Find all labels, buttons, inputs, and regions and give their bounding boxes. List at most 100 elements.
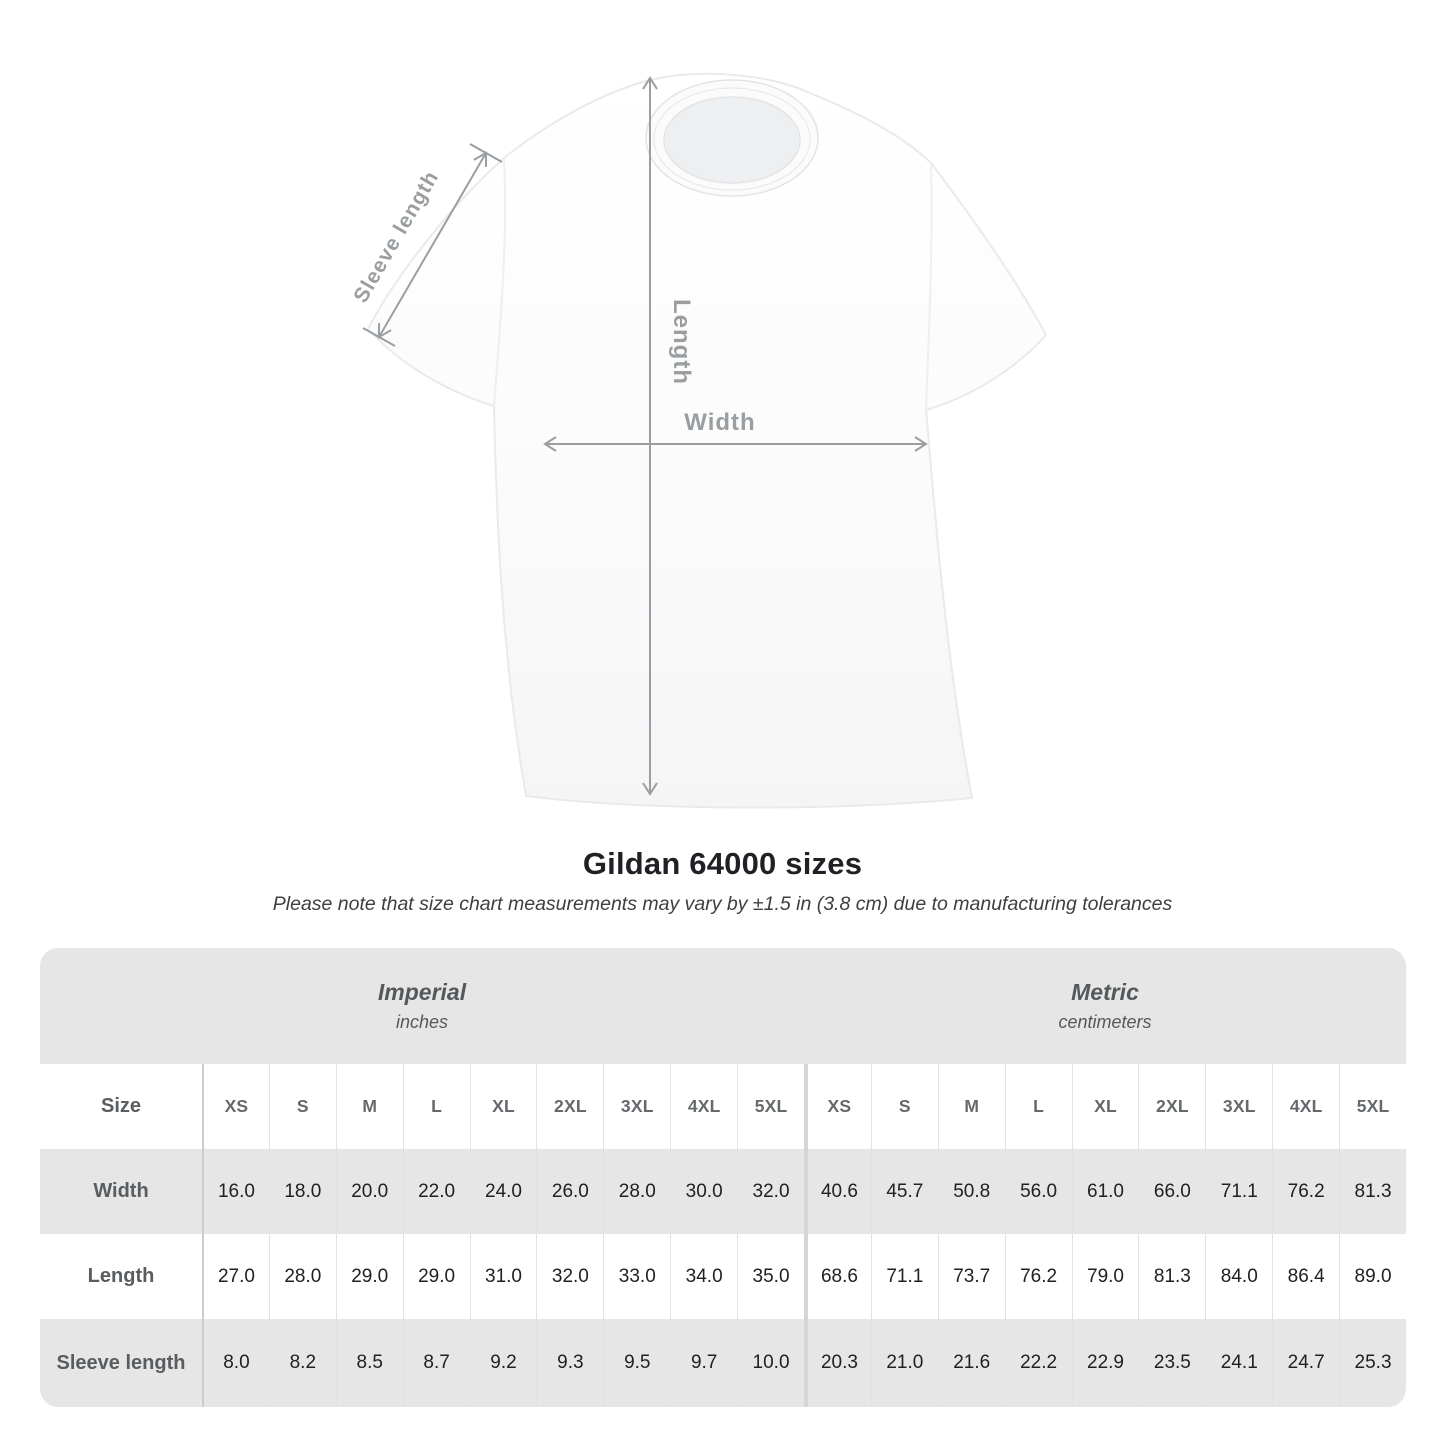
value-cell: 76.2 [1272,1149,1339,1234]
tshirt-shape [367,72,1047,809]
value-cell: 68.6 [803,1234,871,1319]
size-col-header: 2XL [1138,1064,1205,1149]
value-cell: 8.0 [202,1319,269,1407]
row-label: Sleeve length [56,1351,186,1374]
value-cell: 73.7 [937,1234,1005,1319]
value-cell: 50.8 [937,1149,1005,1234]
size-col-header: L [1004,1064,1072,1149]
value-cell: 81.3 [1138,1234,1205,1319]
size-col-header: 5XL [1339,1064,1406,1149]
value-cell: 9.2 [469,1319,537,1407]
value-cell: 22.9 [1071,1319,1139,1407]
value-cell: 76.2 [1004,1234,1072,1319]
value-cell: 29.0 [402,1234,470,1319]
length-arrow [642,76,658,796]
metric-group-header: Metric centimeters [804,948,1406,1064]
value-cell: 26.0 [536,1149,603,1234]
size-col-header: 5XL [737,1064,804,1149]
imperial-title: Imperial [377,979,467,1005]
row-label: Width [93,1180,149,1202]
value-cell: 8.7 [402,1319,470,1407]
size-col-header: XL [1071,1064,1139,1149]
size-col-header: XS [202,1064,269,1149]
value-cell: 24.0 [469,1149,537,1234]
value-cell: 56.0 [1004,1149,1072,1234]
value-cell: 20.3 [803,1319,871,1407]
row-label: Length [87,1265,155,1287]
value-cell: 20.0 [335,1149,403,1234]
value-cell: 31.0 [469,1234,537,1319]
value-cell: 9.7 [670,1319,737,1407]
value-cell: 33.0 [603,1234,670,1319]
value-cell: 71.1 [870,1234,938,1319]
value-cell: 29.0 [335,1234,403,1319]
value-cell: 84.0 [1205,1234,1272,1319]
value-cell: 66.0 [1138,1149,1205,1234]
unit-header-band: Imperial inches Metric centimeters [40,948,1406,1064]
value-cell: 34.0 [670,1234,737,1319]
tshirt-illustration: Length Width Sleeve length [349,72,1047,809]
value-cell: 28.0 [603,1149,670,1234]
value-cell: 79.0 [1071,1234,1139,1319]
value-cell: 8.5 [335,1319,403,1407]
value-cell: 81.3 [1339,1149,1406,1234]
size-col-header: M [335,1064,403,1149]
table-row-width: Width 16.0 18.0 20.0 22.0 24.0 26.0 28.0… [40,1149,1406,1234]
collar-ring [645,79,819,197]
size-col-header: XL [469,1064,537,1149]
value-cell: 32.0 [737,1149,804,1234]
collar-inner-shadow [664,97,800,183]
size-col-header: L [402,1064,470,1149]
value-cell: 25.3 [1339,1319,1406,1407]
length-label: Length [668,299,695,385]
size-col-header: M [937,1064,1005,1149]
value-cell: 28.0 [268,1234,336,1319]
value-cell: 86.4 [1272,1234,1339,1319]
size-col-header: 4XL [1272,1064,1339,1149]
value-cell: 18.0 [268,1149,336,1234]
value-cell: 27.0 [202,1234,269,1319]
size-col-header: 3XL [1205,1064,1272,1149]
size-col-header: XS [803,1064,871,1149]
imperial-group-header: Imperial inches [40,948,804,1064]
size-col-header: S [268,1064,336,1149]
value-cell: 23.5 [1138,1319,1205,1407]
value-cell: 32.0 [536,1234,603,1319]
value-cell: 22.2 [1004,1319,1072,1407]
width-arrow [543,436,928,452]
value-cell: 8.2 [268,1319,336,1407]
metric-unit: centimeters [1058,1012,1152,1032]
table-row-length: Length 27.0 28.0 29.0 29.0 31.0 32.0 33.… [40,1234,1406,1319]
size-header-row: Size XS S M L XL 2XL 3XL 4XL 5XL XS S M … [40,1064,1406,1149]
value-cell: 16.0 [202,1149,269,1234]
value-cell: 21.0 [870,1319,938,1407]
value-cell: 61.0 [1071,1149,1139,1234]
imperial-unit: inches [395,1012,449,1032]
page-title: Gildan 64000 sizes [582,846,863,881]
tolerance-note: Please note that size chart measurements… [272,893,1173,915]
value-cell: 24.7 [1272,1319,1339,1407]
value-cell: 71.1 [1205,1149,1272,1234]
width-label: Width [684,409,755,436]
value-cell: 22.0 [402,1149,470,1234]
size-table: Imperial inches Metric centimeters Size … [40,948,1406,1407]
sleeve-length-arrow [362,143,503,347]
value-cell: 40.6 [803,1149,871,1234]
size-col-header: S [870,1064,938,1149]
value-cell: 30.0 [670,1149,737,1234]
value-cell: 24.1 [1205,1319,1272,1407]
value-cell: 9.5 [603,1319,670,1407]
value-cell: 89.0 [1339,1234,1406,1319]
value-cell: 10.0 [737,1319,804,1407]
value-cell: 35.0 [737,1234,804,1319]
metric-title: Metric [1071,979,1139,1005]
value-cell: 45.7 [870,1149,938,1234]
size-col-header: 2XL [536,1064,603,1149]
size-header-label: Size [100,1095,142,1117]
size-col-header: 4XL [670,1064,737,1149]
value-cell: 21.6 [937,1319,1005,1407]
size-col-header: 3XL [603,1064,670,1149]
value-cell: 9.3 [536,1319,603,1407]
table-row-sleeve-length: Sleeve length 8.0 8.2 8.5 8.7 9.2 9.3 9.… [40,1319,1406,1407]
